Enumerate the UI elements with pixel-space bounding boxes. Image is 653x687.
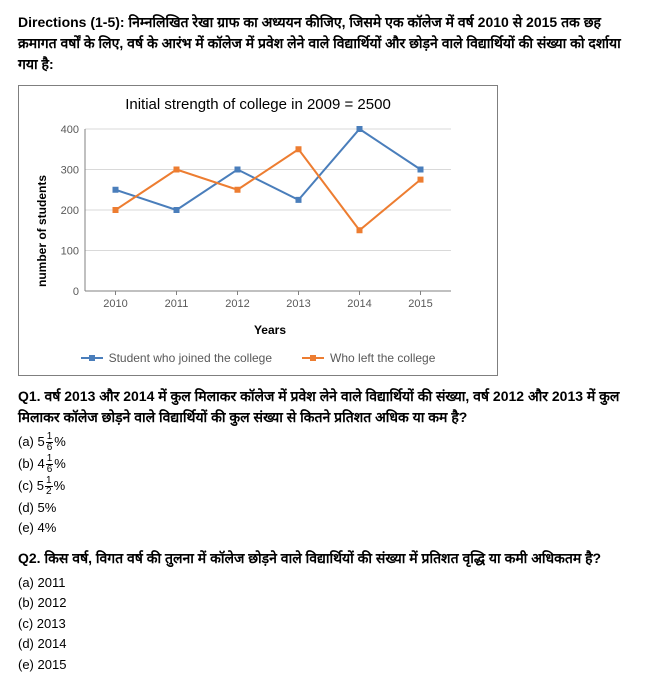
chart-container: Initial strength of college in 2009 = 25… <box>18 85 498 376</box>
q2-options: (a) 2011 (b) 2012 (c) 2013 (d) 2014 (e) … <box>18 573 635 675</box>
q2-option-e: (e) 2015 <box>18 655 635 675</box>
q2-option-b: (b) 2012 <box>18 593 635 613</box>
svg-text:100: 100 <box>61 245 79 257</box>
q1-a-suffix: % <box>54 434 66 449</box>
directions-block: Directions (1-5): निम्नलिखित रेखा ग्राफ … <box>18 12 635 75</box>
q2-option-a: (a) 2011 <box>18 573 635 593</box>
svg-text:200: 200 <box>61 205 79 217</box>
q1-b-frac: 16 <box>46 454 54 475</box>
legend-swatch-orange <box>302 357 324 359</box>
q1-b-den: 6 <box>46 465 54 475</box>
question-2: Q2. किस वर्ष, विगत वर्ष की तुलना में कॉल… <box>18 548 635 675</box>
chart-title: Initial strength of college in 2009 = 25… <box>27 94 489 117</box>
q1-b-prefix: (b) 4 <box>18 456 45 471</box>
chart-legend: Student who joined the college Who left … <box>27 349 489 367</box>
q1-body: वर्ष 2013 और 2014 में कुल मिलाकर कॉलेज म… <box>18 388 619 425</box>
q2-text: Q2. किस वर्ष, विगत वर्ष की तुलना में कॉल… <box>18 548 635 569</box>
y-axis-label: number of students <box>27 123 51 339</box>
q1-c-suffix: % <box>54 478 66 493</box>
q1-c-den: 2 <box>45 487 53 497</box>
q1-option-b: (b) 416% <box>18 454 635 475</box>
svg-text:400: 400 <box>61 124 79 136</box>
q1-a-frac: 16 <box>46 432 54 453</box>
legend-item-left: Who left the college <box>302 349 435 367</box>
q1-c-prefix: (c) 5 <box>18 478 44 493</box>
svg-text:2010: 2010 <box>103 298 127 310</box>
q1-b-num: 1 <box>46 454 54 465</box>
question-1: Q1. वर्ष 2013 और 2014 में कुल मिलाकर कॉल… <box>18 386 635 538</box>
svg-text:0: 0 <box>73 286 79 298</box>
chart-area: number of students 0 100 200 300 400 2010 2011… <box>27 123 489 339</box>
q1-c-frac: 12 <box>45 476 53 497</box>
svg-text:2012: 2012 <box>225 298 249 310</box>
svg-text:300: 300 <box>61 164 79 176</box>
legend-label-joined: Student who joined the college <box>109 349 272 367</box>
q1-a-den: 6 <box>46 443 54 453</box>
legend-swatch-blue <box>81 357 103 359</box>
q2-body: किस वर्ष, विगत वर्ष की तुलना में कॉलेज छ… <box>44 550 601 566</box>
q2-option-d: (d) 2014 <box>18 634 635 654</box>
svg-text:2011: 2011 <box>165 298 189 310</box>
legend-label-left: Who left the college <box>330 349 435 367</box>
chart-svg: 0 100 200 300 400 2010 2011 2012 2013 2014 2015 <box>51 123 461 313</box>
q2-label: Q2. <box>18 550 44 566</box>
q1-option-a: (a) 516% <box>18 432 635 453</box>
q1-option-c: (c) 512% <box>18 476 635 497</box>
x-axis-label: Years <box>51 321 489 339</box>
q1-a-num: 1 <box>46 432 54 443</box>
chart-plot: 0 100 200 300 400 2010 2011 2012 2013 2014 2015 Ye… <box>51 123 489 339</box>
q2-option-c: (c) 2013 <box>18 614 635 634</box>
q1-option-e: (e) 4% <box>18 518 635 538</box>
q1-b-suffix: % <box>54 456 66 471</box>
svg-text:2015: 2015 <box>408 298 432 310</box>
svg-text:2014: 2014 <box>347 298 371 310</box>
q1-a-prefix: (a) 5 <box>18 434 45 449</box>
q1-label: Q1. <box>18 388 44 404</box>
q1-text: Q1. वर्ष 2013 और 2014 में कुल मिलाकर कॉल… <box>18 386 635 428</box>
q1-option-d: (d) 5% <box>18 498 635 518</box>
directions-prefix: Directions (1-5): <box>18 14 128 30</box>
legend-item-joined: Student who joined the college <box>81 349 272 367</box>
q1-options: (a) 516% (b) 416% (c) 512% (d) 5% (e) 4% <box>18 432 635 538</box>
svg-text:2013: 2013 <box>286 298 310 310</box>
